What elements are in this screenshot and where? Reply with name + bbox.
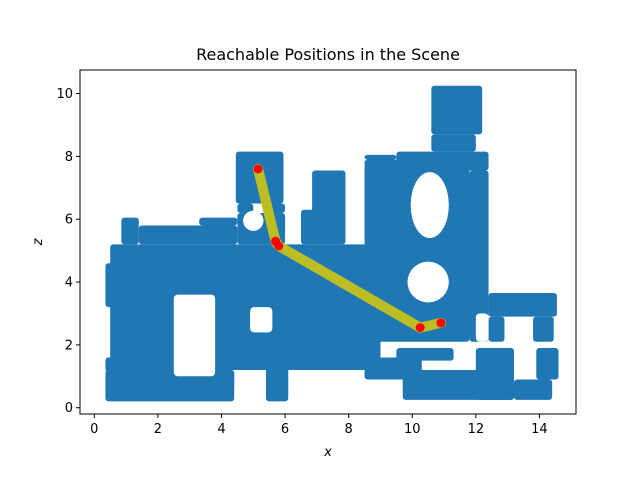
x-axis-ticks: 0 2 4 6 8 10 12 14: [90, 414, 548, 437]
obstacle-0: [173, 294, 216, 377]
chart-title: Reachable Positions in the Scene: [196, 45, 460, 64]
reachable-region-14: [266, 366, 289, 402]
y-tick-label: 10: [56, 87, 73, 102]
x-tick-label: 0: [90, 422, 98, 437]
reachable-region-31: [536, 348, 559, 380]
reachable-region-6: [199, 217, 238, 226]
reachable-region-21: [488, 293, 557, 317]
x-tick-label: 14: [531, 422, 548, 437]
x-tick-label: 4: [217, 422, 225, 437]
waypoint-marker: [415, 323, 425, 333]
obstacle-1: [250, 307, 273, 333]
y-tick-label: 6: [65, 213, 73, 228]
waypoint-marker: [253, 164, 263, 174]
reachable-region-4: [121, 217, 139, 245]
reachable-region-2: [105, 370, 235, 402]
waypoint-marker: [274, 241, 284, 251]
reachable-region-3: [110, 244, 381, 371]
x-tick-label: 6: [281, 422, 289, 437]
reachable-region-24: [431, 134, 476, 152]
agent-path: [253, 163, 446, 333]
x-tick-label: 12: [468, 422, 485, 437]
reachable-region-13: [218, 370, 235, 389]
x-axis-label: x: [323, 445, 332, 460]
reachable-region-18: [364, 154, 397, 160]
plot-frame: [79, 69, 577, 415]
reachable-region-20: [469, 170, 489, 342]
y-axis-label: z: [31, 237, 46, 246]
x-tick-label: 2: [154, 422, 162, 437]
reachable-area: [105, 85, 559, 402]
y-tick-label: 4: [65, 276, 73, 291]
x-tick-label: 8: [345, 422, 353, 437]
y-tick-label: 2: [65, 338, 73, 353]
reachable-region-22: [488, 316, 505, 342]
reachable-region-29: [475, 348, 514, 400]
reachable-region-23: [533, 316, 554, 342]
reachable-region-30: [514, 379, 553, 400]
reachable-region-19: [396, 151, 489, 171]
obstacles: [173, 172, 489, 377]
obstacle-3: [410, 172, 449, 239]
y-tick-label: 8: [65, 150, 73, 165]
obstacle-5: [475, 313, 489, 342]
reachable-region-12: [312, 170, 346, 245]
reachable-region-8: [237, 203, 254, 213]
reachable-region-25: [431, 85, 483, 135]
obstacle-4: [407, 261, 449, 303]
y-axis-ticks: 0 2 4 6 8 10: [56, 87, 80, 416]
reachable-region-5: [138, 225, 238, 245]
waypoint-marker: [436, 318, 446, 328]
reachable-region-27: [396, 348, 454, 361]
obstacle-2: [243, 210, 264, 231]
y-tick-label: 0: [65, 401, 73, 416]
x-tick-label: 10: [404, 422, 421, 437]
reachable-region-15: [291, 335, 333, 349]
